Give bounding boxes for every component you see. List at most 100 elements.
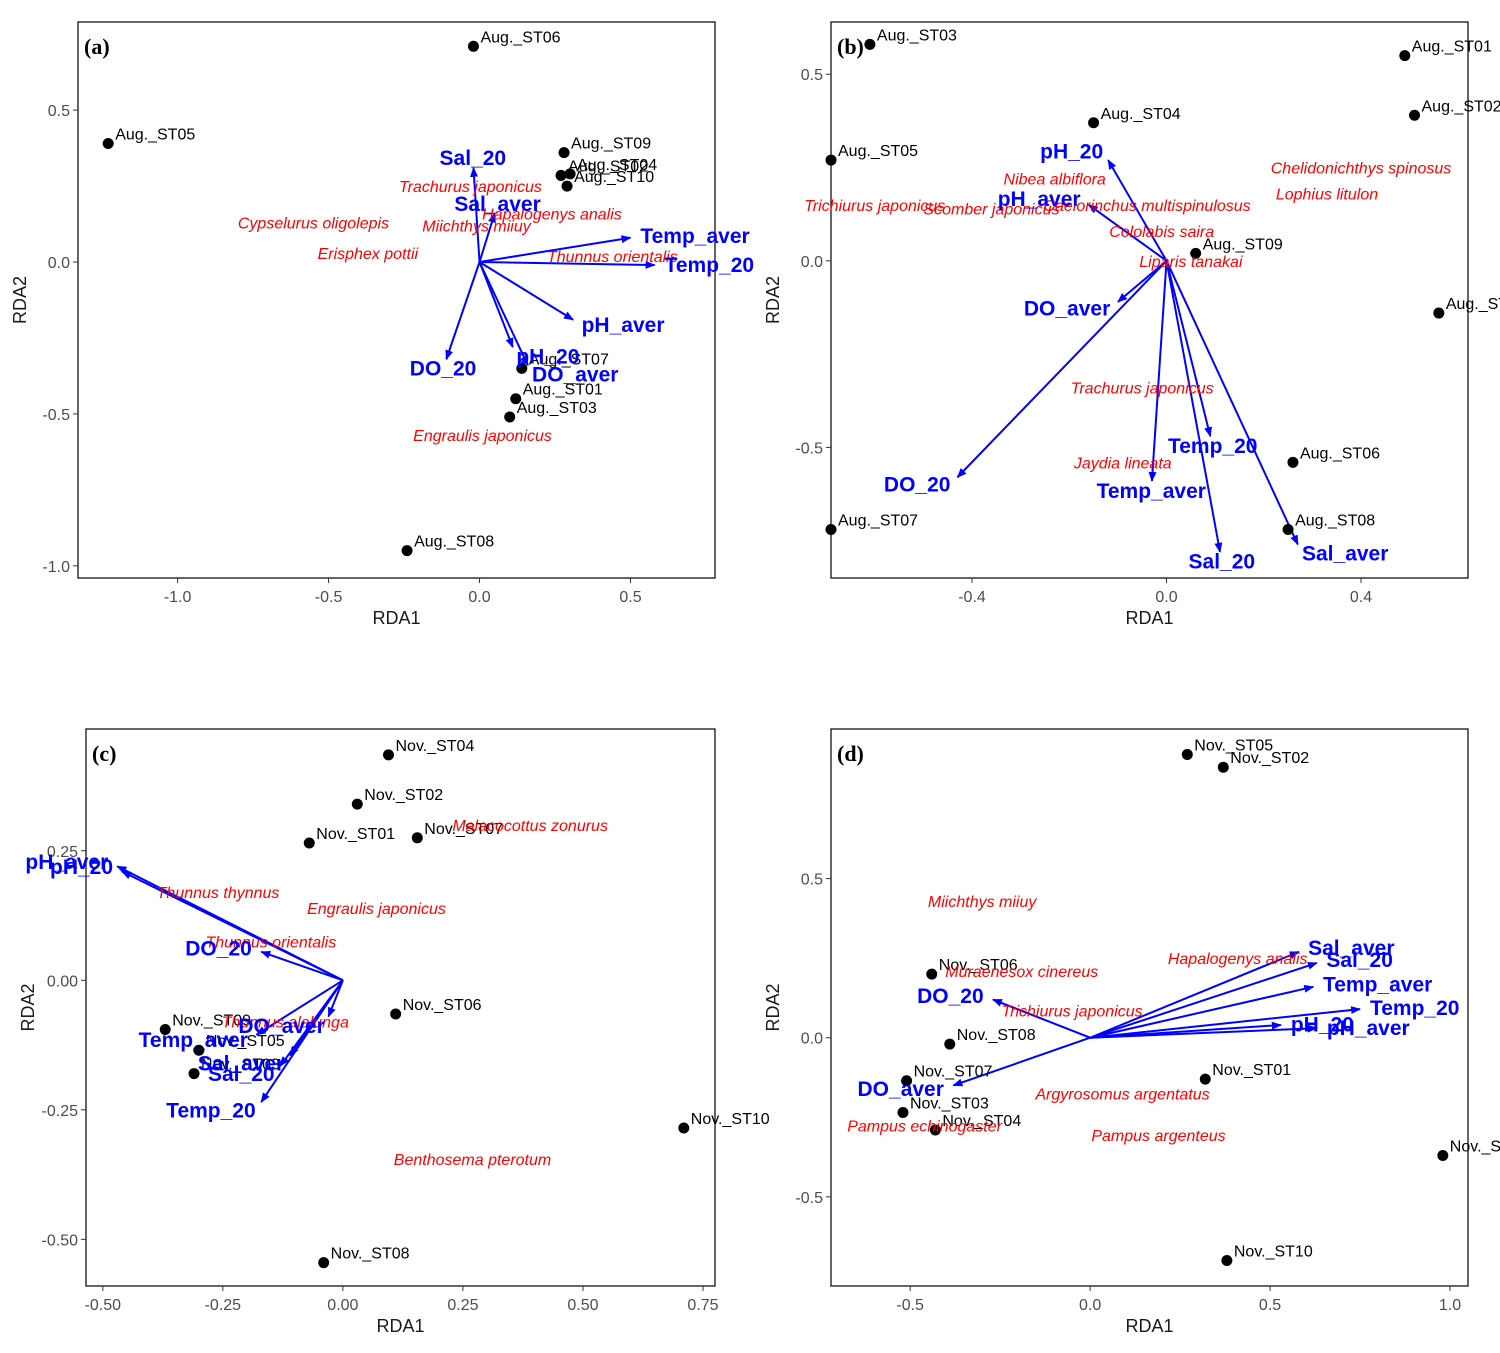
species-label-trichiurus-japonicus: Trichiurus japonicus <box>1002 1004 1143 1021</box>
y-tick-label: -0.5 <box>42 407 70 424</box>
env-arrow-sal-20 <box>470 166 481 263</box>
site-point-aug-st02 <box>555 169 567 181</box>
site-point-aug-st08 <box>1282 523 1294 535</box>
y-tick-label: 0.0 <box>801 1031 823 1048</box>
env-label-do-20: DO_20 <box>410 358 477 381</box>
species-label-nibea-albiflora: Nibea albiflora <box>1004 172 1106 189</box>
site-label-aug-st03: Aug._ST03 <box>877 27 957 44</box>
site-label-nov-st01: Nov._ST01 <box>1212 1062 1291 1079</box>
site-point-aug-st10 <box>561 180 573 192</box>
site-label-aug-st04: Aug._ST04 <box>1101 106 1181 123</box>
site-label-nov-st01: Nov._ST01 <box>316 826 395 843</box>
env-label-do-aver: DO_aver <box>858 1078 944 1101</box>
env-label-do-20: DO_20 <box>884 473 951 496</box>
site-label-nov-st07: Nov._ST07 <box>424 821 503 838</box>
site-label-aug-st02: Aug._ST02 <box>1422 98 1500 115</box>
site-label-nov-st08: Nov._ST08 <box>957 1027 1036 1044</box>
site-point-nov-st02 <box>1217 761 1229 773</box>
site-point-nov-st01 <box>1199 1073 1211 1085</box>
site-point-aug-st09 <box>1190 247 1202 259</box>
site-point-aug-st05 <box>102 138 114 150</box>
site-point-aug-st01 <box>510 393 522 405</box>
env-label-ph-aver: pH_aver <box>25 851 108 874</box>
site-label-nov-st07: Nov._ST07 <box>914 1064 993 1081</box>
env-label-ph-aver: pH_aver <box>998 188 1081 211</box>
env-label-do-20: DO_20 <box>917 985 984 1008</box>
species-label-pampus-argenteus: Pampus argenteus <box>1091 1128 1225 1145</box>
species-label-miichthys-miiuy: Miichthys miiuy <box>422 219 531 236</box>
panel-label: (a) <box>84 34 110 59</box>
panel-label: (c) <box>92 741 116 766</box>
site-point-aug-st05 <box>825 154 837 166</box>
site-point-nov-st08 <box>944 1038 956 1050</box>
y-axis-title: RDA2 <box>18 983 38 1031</box>
site-point-aug-st08 <box>401 545 413 557</box>
site-label-aug-st10: Aug._ST10 <box>574 169 654 186</box>
site-point-nov-st01 <box>303 837 315 849</box>
species-label-thunnus-orientalis: Thunnus orientalis <box>205 934 336 951</box>
env-arrow-sal-20 <box>1089 961 1318 1039</box>
site-label-aug-st08: Aug._ST08 <box>1295 512 1375 529</box>
x-tick-label: -0.5 <box>315 589 343 606</box>
env-arrow-do-aver <box>478 261 529 367</box>
env-label-do-aver: DO_aver <box>532 363 618 386</box>
site-point-nov-st10 <box>1221 1255 1233 1267</box>
env-arrow-ph-aver <box>1090 1024 1318 1039</box>
env-arrow-temp-aver <box>1148 260 1168 482</box>
species-label-benthosema-pterotum: Benthosema pterotum <box>394 1152 551 1169</box>
x-axis-title: RDA1 <box>1125 608 1173 628</box>
env-arrow-ph-20 <box>121 870 344 982</box>
plot-frame <box>830 728 1469 1287</box>
env-label-ph-20: pH_20 <box>1291 1013 1354 1036</box>
rda-panel-a: -1.0 -0.5 0.0 0.5 -1.0 -0.5 0.0 0.5 RDA1 RDA2 (a) A… <box>10 21 755 628</box>
species-label-chelidonichthys-spinosus: Chelidonichthys spinosus <box>1271 161 1452 178</box>
x-tick-label: 0.25 <box>447 1297 478 1314</box>
species-label-trachurus-japonicus: Trachurus japonicus <box>399 179 542 196</box>
species-label-thunnus-alalunga: Thunnus alalunga <box>222 1015 349 1032</box>
site-label-nov-st10: Nov._ST10 <box>1234 1244 1313 1261</box>
site-label-nov-st06: Nov._ST06 <box>403 997 482 1014</box>
env-arrow-ph-aver <box>1087 204 1168 262</box>
env-arrow-sal-aver <box>478 212 496 263</box>
x-axis-title: RDA1 <box>372 608 420 628</box>
panel-label: (d) <box>837 741 864 766</box>
y-tick-label: 0.00 <box>47 973 78 990</box>
site-point-aug-st06 <box>1287 456 1299 468</box>
panel-label: (b) <box>837 34 864 59</box>
y-tick-label: 0.25 <box>47 844 78 861</box>
y-tick-label: -0.5 <box>795 440 823 457</box>
site-label-nov-st08: Nov._ST08 <box>331 1246 410 1263</box>
y-tick-label: 0.0 <box>48 255 70 272</box>
site-point-nov-st03 <box>188 1068 200 1080</box>
env-label-ph-aver: pH_aver <box>1327 1017 1410 1040</box>
env-label-ph-aver: pH_aver <box>582 314 665 337</box>
env-arrow-do-20 <box>260 950 344 982</box>
env-label-sal-aver: Sal_aver <box>198 1053 284 1076</box>
site-label-aug-st08: Aug._ST08 <box>414 534 494 551</box>
rda-panel-c: -0.50 -0.25 0.00 0.25 0.50 0.75 -0.50 -0.25 0.00… <box>18 728 770 1336</box>
env-label-sal-20: Sal_20 <box>1189 551 1256 574</box>
site-point-nov-st07 <box>901 1075 913 1087</box>
env-label-temp-20: Temp_20 <box>665 254 755 277</box>
plot-frame <box>77 21 716 579</box>
x-tick-label: -0.4 <box>958 589 986 606</box>
env-arrow-do-aver <box>327 979 344 1018</box>
y-tick-label: -0.25 <box>42 1103 79 1120</box>
env-label-temp-20: Temp_20 <box>1168 435 1258 458</box>
species-label-trichiurus-japonicus: Trichiurus japonicus <box>804 198 945 215</box>
site-point-nov-st05 <box>1181 748 1193 760</box>
species-label-erisphex-pottii: Erisphex pottii <box>318 246 419 263</box>
site-label-nov-st03: Nov._ST03 <box>910 1096 989 1113</box>
env-label-do-aver: DO_aver <box>238 1015 324 1038</box>
site-label-nov-st04: Nov._ST04 <box>395 738 474 755</box>
site-label-aug-st09: Aug._ST09 <box>571 136 651 153</box>
x-tick-label: -0.25 <box>205 1297 242 1314</box>
env-arrow-temp-aver <box>479 235 632 264</box>
site-point-nov-st08 <box>318 1257 330 1269</box>
env-arrow-sal-aver <box>1165 260 1299 546</box>
env-arrow-do-20 <box>445 261 481 361</box>
env-label-sal-aver: Sal_aver <box>1308 937 1394 960</box>
env-label-do-aver: DO_aver <box>1024 297 1110 320</box>
x-tick-label: 0.0 <box>1155 589 1177 606</box>
